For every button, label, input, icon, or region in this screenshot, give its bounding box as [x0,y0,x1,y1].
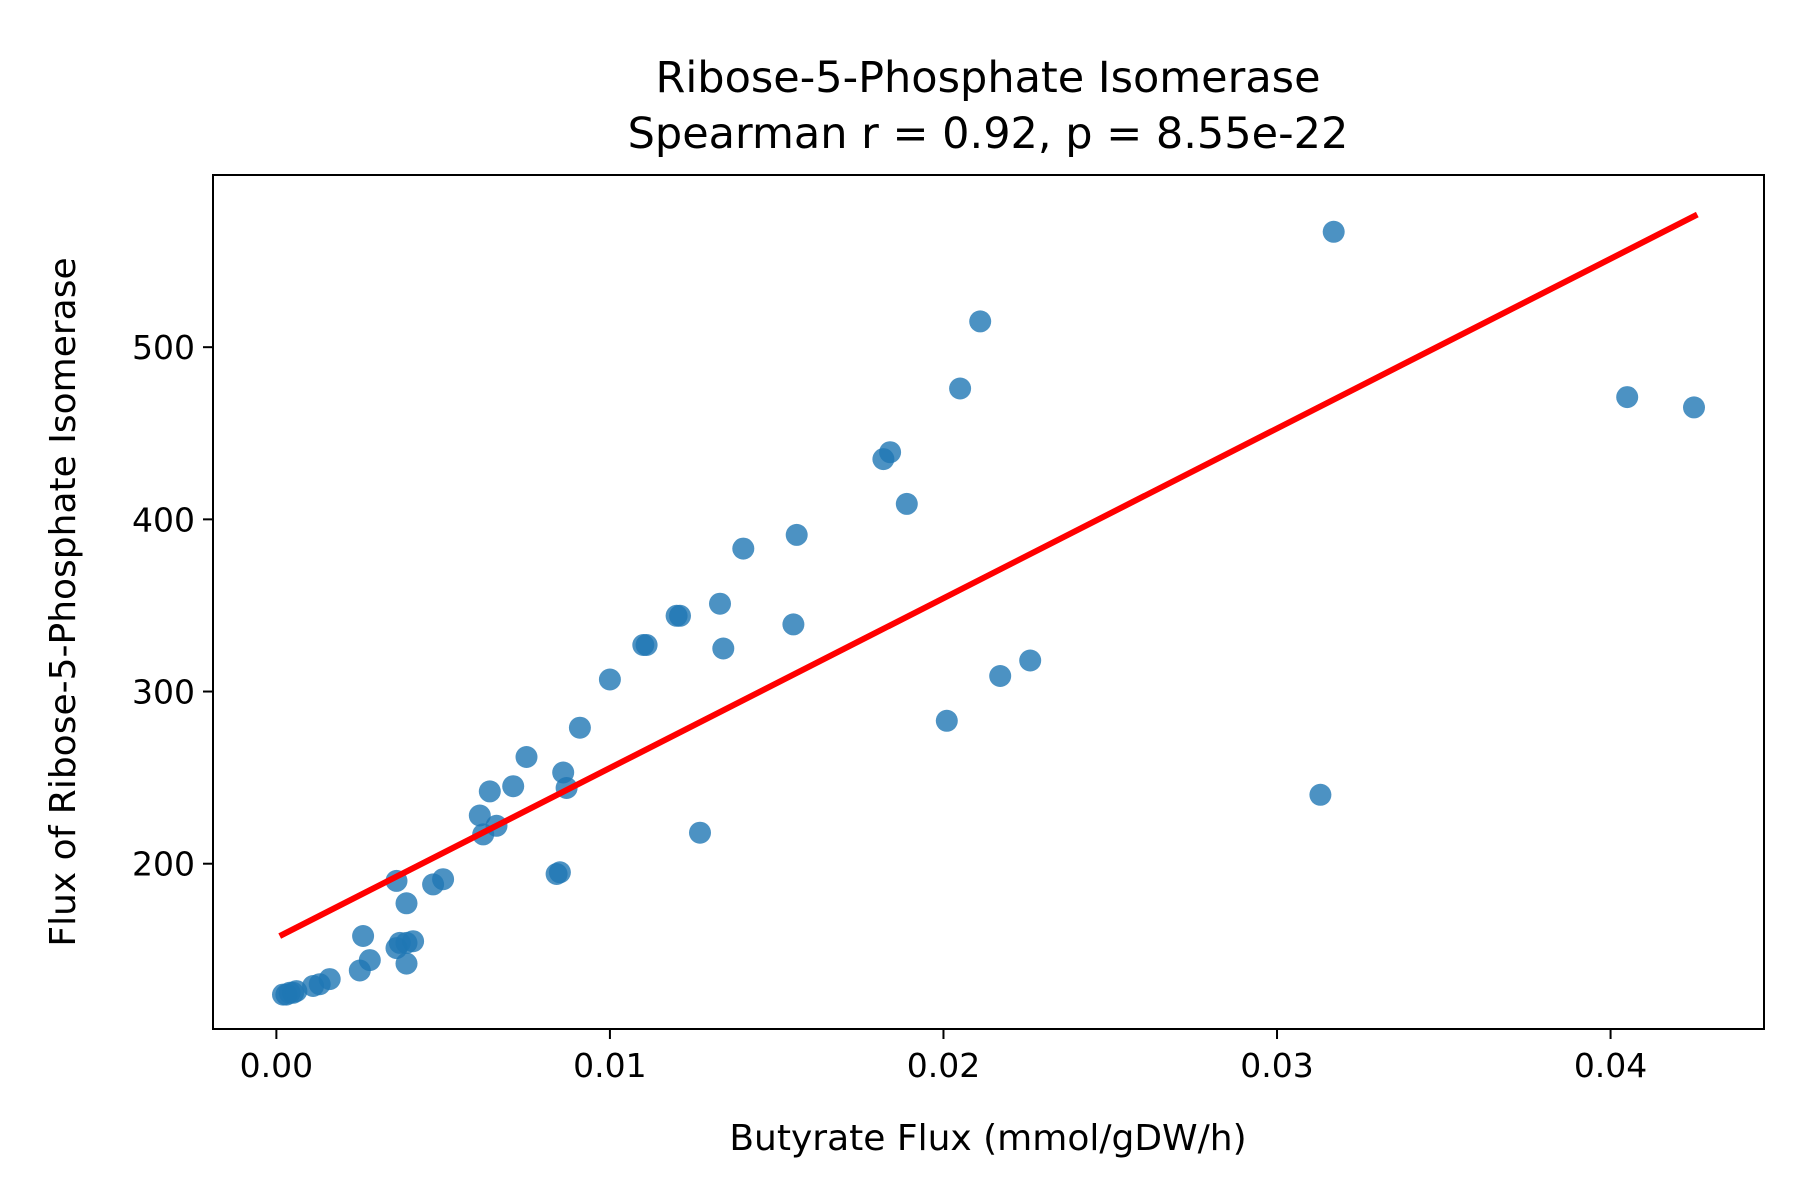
data-point [969,310,992,333]
data-point [1683,396,1705,419]
plot-frame [212,174,1765,1030]
data-point [669,604,691,627]
x-tick-label: 0.00 [240,1046,313,1085]
data-point [1309,783,1332,806]
data-point [502,775,525,798]
data-point [432,868,455,891]
data-point [989,665,1012,687]
data-point [1616,386,1639,409]
data-point [285,980,308,1003]
data-point [478,780,501,803]
data-point [468,804,491,827]
data-point [1322,220,1345,243]
plot-area [272,211,1705,1006]
points-layer [272,220,1705,1006]
data-point [709,592,731,615]
data-point [568,716,591,739]
chart-subtitle: Spearman r = 0.92, p = 8.55e-22 [628,109,1349,159]
data-point [515,746,538,768]
y-tick-label: 300 [132,673,195,712]
data-point [395,952,418,975]
data-point [402,930,425,953]
data-point [879,441,902,464]
regression-line [278,211,1699,939]
data-point [358,949,381,972]
data-point [1019,649,1042,672]
data-point [732,537,755,560]
data-point [395,892,418,915]
x-axis-label: Butyrate Flux (mmol/gDW/h) [729,1118,1246,1159]
chart-title: Ribose-5-Phosphate Isomerase [655,53,1320,103]
data-point [785,523,808,546]
data-point [598,668,621,691]
data-point [352,925,375,947]
x-tick-label: 0.01 [573,1046,646,1085]
data-point [318,968,341,991]
data-point [895,492,918,515]
data-point [635,634,658,656]
x-tick-label: 0.03 [1240,1046,1313,1085]
y-tick-label: 200 [132,845,195,884]
data-point [689,821,711,844]
y-tick-label: 400 [132,500,195,539]
y-axis-ticks: 200 300 400 500 [132,328,213,884]
y-tick-label: 500 [132,328,195,367]
x-tick-label: 0.02 [907,1046,980,1085]
data-point [782,613,805,636]
data-point [548,861,571,884]
y-axis-label: Flux of Ribose-5-Phosphate Isomerase [43,257,84,946]
data-point [949,377,972,400]
data-point [712,637,735,660]
x-tick-label: 0.04 [1574,1046,1647,1085]
fit-line-layer [278,211,1699,939]
x-axis-ticks: 0.00 0.01 0.02 0.03 0.04 [240,1029,1647,1085]
data-point [935,709,958,732]
